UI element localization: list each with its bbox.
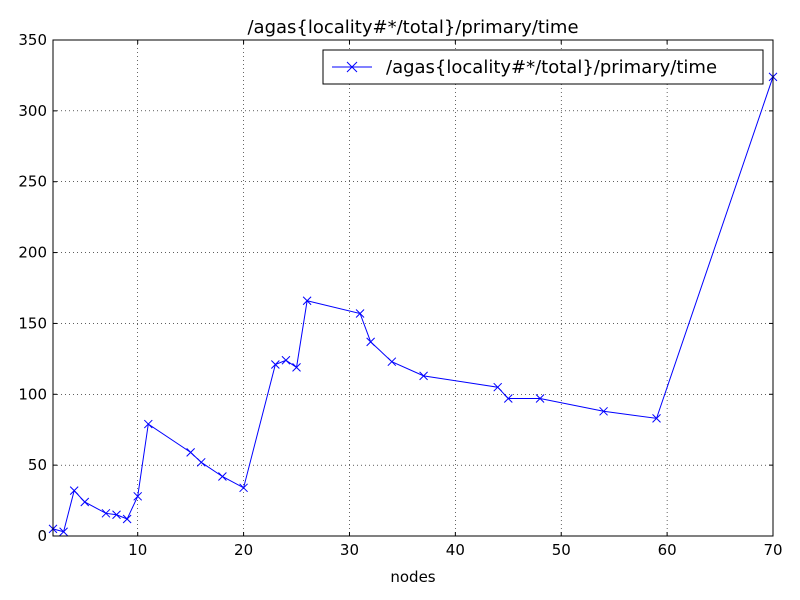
y-tick-label: 0 — [37, 527, 47, 545]
x-axis-label: nodes — [390, 568, 435, 586]
x-tick-label: 30 — [340, 541, 359, 559]
legend-label: /agas{locality#*/total}/primary/time — [386, 57, 717, 78]
y-tick-label: 150 — [18, 314, 47, 332]
y-tick-label: 350 — [18, 31, 47, 49]
legend-marker-icon — [346, 61, 358, 73]
data-point — [69, 486, 79, 496]
data-point — [143, 419, 153, 429]
x-tick-label: 20 — [234, 541, 253, 559]
legend: /agas{locality#*/total}/primary/time — [322, 49, 764, 85]
data-point — [196, 457, 206, 467]
data-point — [387, 357, 397, 367]
data-point — [652, 414, 661, 423]
data-point — [80, 497, 90, 507]
data-point — [366, 337, 376, 347]
x-tick-label: 70 — [763, 541, 782, 559]
legend-box — [322, 49, 764, 85]
data-point — [281, 355, 291, 365]
grid-lines — [53, 40, 773, 536]
y-tick-label: 200 — [18, 244, 47, 262]
data-point — [292, 363, 301, 372]
x-tick-label: 10 — [128, 541, 147, 559]
data-point — [503, 394, 513, 403]
y-tick-label: 250 — [18, 173, 47, 191]
data-point — [122, 514, 132, 524]
data-point — [239, 483, 248, 493]
y-tick-label: 300 — [18, 102, 47, 120]
data-point — [599, 406, 608, 416]
data-point — [133, 491, 143, 501]
data-point — [112, 510, 121, 520]
y-tick-label: 50 — [28, 456, 47, 474]
data-point — [186, 448, 196, 457]
x-tick-label: 40 — [446, 541, 465, 559]
x-tick-label: 60 — [658, 541, 677, 559]
x-tick-label: 50 — [552, 541, 571, 559]
data-point — [355, 309, 365, 318]
chart-title: /agas{locality#*/total}/primary/time — [247, 17, 578, 38]
data-point — [270, 360, 280, 369]
data-point — [59, 527, 68, 537]
y-tick-label: 100 — [18, 385, 47, 403]
data-point — [493, 382, 503, 392]
data-point — [302, 296, 312, 306]
data-point — [419, 371, 428, 381]
plot-frame — [52, 39, 774, 537]
data-point — [535, 394, 545, 403]
data-point — [218, 472, 227, 481]
data-point — [101, 508, 111, 518]
series-layer — [48, 72, 778, 537]
axis-ticks: 10 20 30 40 50 60 70 0 50 100 150 200 250 300 350 — [18, 31, 782, 559]
